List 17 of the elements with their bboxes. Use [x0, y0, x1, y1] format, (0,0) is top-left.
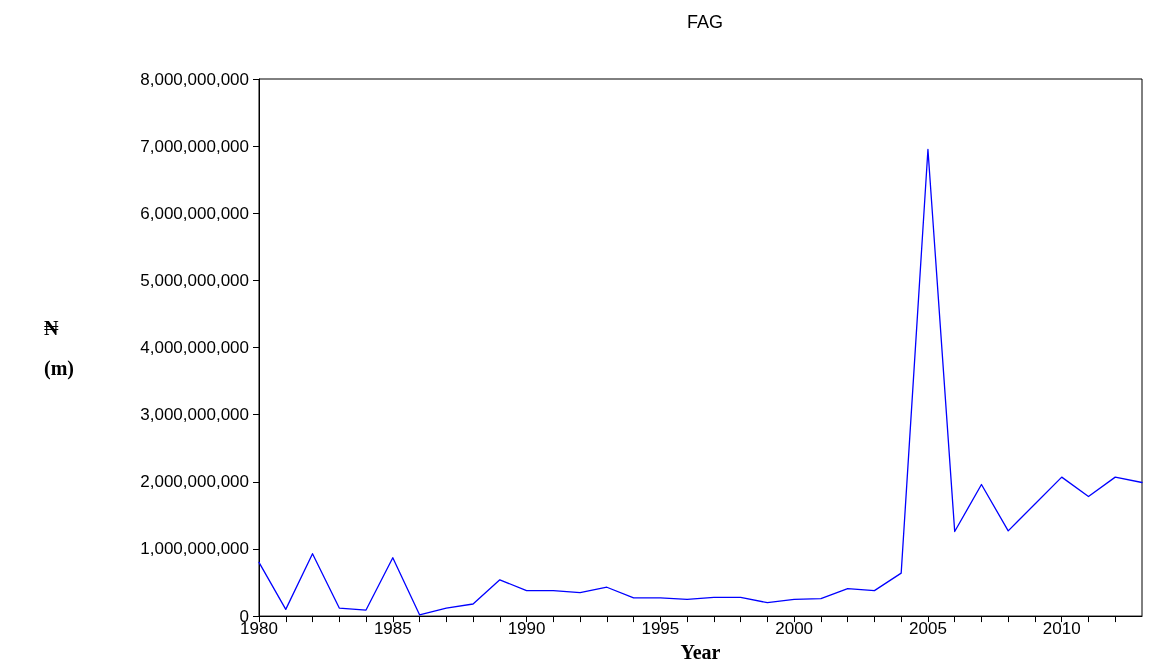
- y-axis-title: ₦ (m): [44, 316, 74, 380]
- x-tick-label: 1990: [507, 619, 546, 639]
- y-tick-label: 5,000,000,000: [140, 270, 249, 290]
- x-tick-label: 2010: [1042, 619, 1081, 639]
- y-tick-label: 3,000,000,000: [140, 405, 249, 425]
- x-tick-label: 1995: [641, 619, 680, 639]
- chart-title: FAG: [686, 12, 724, 32]
- x-axis-title: Year: [680, 641, 721, 663]
- y-tick-label: 2,000,000,000: [140, 472, 249, 492]
- y-tick-label: 4,000,000,000: [140, 338, 249, 358]
- y-tick-label: 7,000,000,000: [140, 136, 249, 156]
- x-tick-label: 2000: [775, 619, 814, 639]
- x-tick-label: 2005: [909, 619, 947, 639]
- x-tick-label: 1985: [373, 619, 412, 639]
- y-tick-label: 1,000,000,000: [140, 539, 249, 559]
- y-tick-label: 8,000,000,000: [140, 69, 249, 89]
- y-tick-label: 6,000,000,000: [140, 203, 249, 223]
